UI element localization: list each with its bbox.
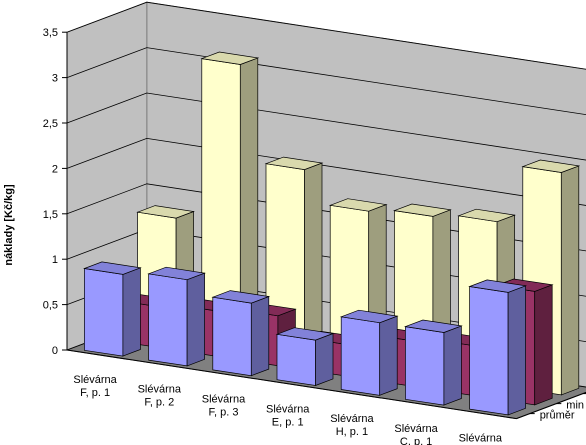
bar-průměr-7 xyxy=(468,279,527,416)
y-tick-label: 3,5 xyxy=(43,27,58,39)
category-label: Slévárna F, p. 3 xyxy=(202,394,246,419)
bar-průměr-4 xyxy=(275,327,335,387)
bar-side xyxy=(443,325,462,406)
bar-top xyxy=(339,309,399,324)
bar-side xyxy=(250,295,270,377)
y-axis-title: náklady [Kč/kg] xyxy=(3,184,15,266)
category-label: Slévárna F, p. 2 xyxy=(138,384,182,409)
gridline xyxy=(66,92,586,161)
y-axis: 0 0,5 1 1,5 2 2,5 3 3,5 xyxy=(43,27,68,357)
bar-top xyxy=(404,319,463,333)
x-axis-labels: Slévárna F, p. 1 Slévárna F, p. 2 Slévárna F,… xyxy=(66,349,517,445)
y-tick-label: 2,5 xyxy=(43,118,58,130)
bar-průměr-1 xyxy=(83,261,142,357)
y-tick-label: 1,5 xyxy=(43,209,58,221)
bar-front xyxy=(340,316,381,396)
bar-průměr-2 xyxy=(147,266,206,367)
bar-průměr-6 xyxy=(404,319,463,406)
bar-top xyxy=(83,261,142,275)
category-label: Slévárna F, p. 1 xyxy=(73,374,117,399)
bar-side xyxy=(304,162,323,357)
bar-side xyxy=(315,332,334,387)
category-label: Slévárna H, p. 1 xyxy=(330,413,374,438)
bar-top xyxy=(457,208,516,223)
bar-top xyxy=(393,203,452,217)
bar-front xyxy=(212,296,252,377)
depth-axis: průměrminmax xyxy=(516,391,586,422)
category-label: Slévárna C, p. 1 xyxy=(394,423,438,445)
bar-top xyxy=(468,279,527,293)
bar-průměr-3 xyxy=(211,290,271,377)
bar-front xyxy=(84,268,124,357)
bar-top xyxy=(147,266,206,281)
y-tick-label: 2 xyxy=(52,163,58,175)
bar-side xyxy=(534,284,553,406)
bar-side xyxy=(186,272,205,367)
bar-side xyxy=(560,165,580,396)
y-tick-label: 0,5 xyxy=(43,300,58,312)
series-label: průměr xyxy=(540,410,575,422)
bar-front xyxy=(148,273,188,367)
y-tick-label: 1 xyxy=(52,254,58,266)
bar-top xyxy=(328,198,388,212)
bar-front xyxy=(276,333,316,386)
series-label: min xyxy=(566,400,584,412)
bar-top xyxy=(200,51,260,65)
bar-top xyxy=(275,327,335,341)
bar-max-2 xyxy=(200,51,260,347)
bar-front xyxy=(405,326,445,406)
gridline xyxy=(66,47,586,116)
y-tick-label: 0 xyxy=(52,345,58,357)
bars xyxy=(83,51,581,416)
bar-side xyxy=(122,267,141,357)
gridline xyxy=(66,1,586,70)
x-axis-line xyxy=(66,349,517,420)
bar-top xyxy=(264,156,324,170)
bar-side xyxy=(507,285,526,416)
bar-top xyxy=(211,290,271,304)
bar-top xyxy=(136,205,195,219)
bar-průměr-5 xyxy=(339,309,399,396)
category-label: Slévárna E, p. 1 xyxy=(266,403,310,428)
bar-front xyxy=(469,286,509,416)
bar-side xyxy=(379,315,398,396)
bar-top xyxy=(521,159,581,173)
gridline xyxy=(66,137,586,206)
y-tick-label: 3 xyxy=(52,73,58,85)
